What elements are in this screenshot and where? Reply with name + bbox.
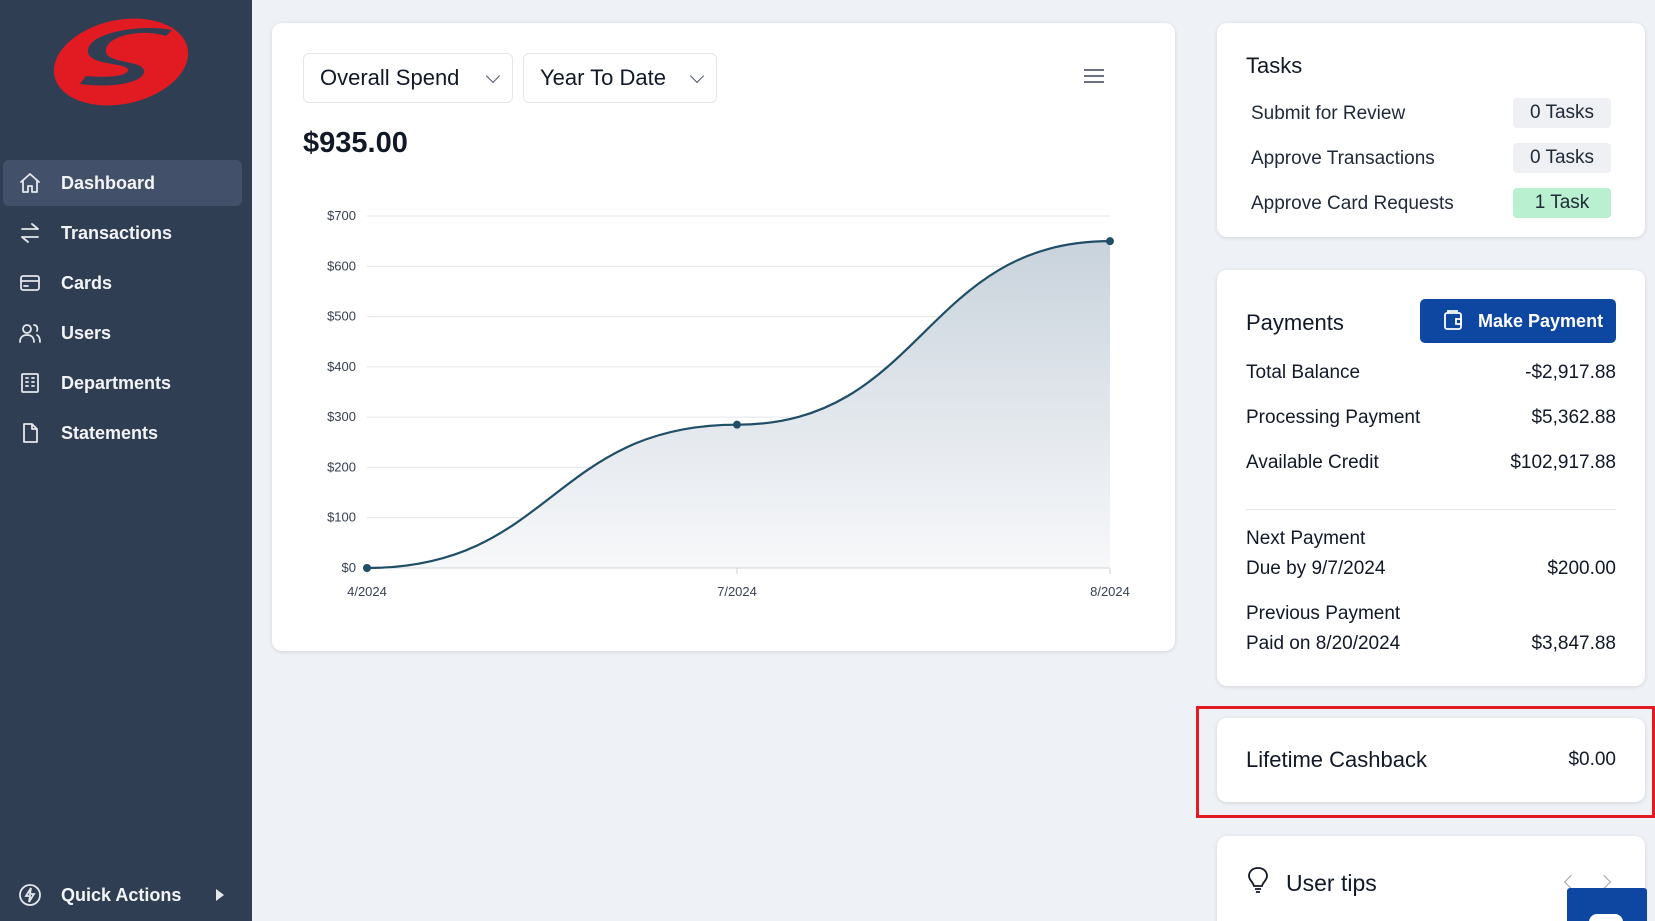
- y-tick-label: $400: [327, 359, 356, 374]
- sidebar-item-users[interactable]: Users: [3, 310, 242, 356]
- y-tick-label: $500: [327, 309, 356, 324]
- cashback-label: Lifetime Cashback: [1246, 747, 1427, 772]
- sidebar-item-label: Transactions: [61, 222, 173, 243]
- available-credit-label: Available Credit: [1246, 452, 1379, 473]
- previous-payment-amount: $3,847.88: [1531, 633, 1616, 654]
- lightbulb-icon: [1246, 866, 1270, 896]
- brand-logo[interactable]: [46, 14, 196, 110]
- arrows-exchange-icon: [17, 220, 43, 246]
- data-point: [363, 564, 371, 572]
- chart-menu-icon[interactable]: [1084, 69, 1106, 85]
- chevron-right-icon[interactable]: [1596, 874, 1612, 890]
- cashback-value: $0.00: [1568, 749, 1616, 770]
- sidebar-item-label: Users: [61, 322, 112, 343]
- period-select[interactable]: Year To Date: [523, 53, 717, 103]
- task-label: Approve Card Requests: [1251, 193, 1454, 214]
- tasks-title: Tasks: [1246, 53, 1303, 78]
- sidebar-nav: Dashboard Transactions Cards Users Depar…: [0, 160, 252, 460]
- available-credit-value: $102,917.88: [1510, 452, 1616, 473]
- next-payment-label: Next Payment: [1246, 528, 1366, 549]
- cashback-card: Lifetime Cashback $0.00: [1217, 718, 1645, 802]
- chevron-down-icon: [689, 68, 705, 84]
- previous-payment-label: Previous Payment: [1246, 603, 1401, 624]
- tasks-card: Tasks Submit for Review 0 Tasks Approve …: [1217, 23, 1645, 237]
- total-balance-label: Total Balance: [1246, 362, 1361, 383]
- task-label: Approve Transactions: [1251, 148, 1435, 169]
- next-payment-amount: $200.00: [1547, 558, 1616, 579]
- task-row-approve-card-requests[interactable]: Approve Card Requests 1 Task: [1251, 188, 1611, 220]
- sidebar-item-label: Statements: [61, 422, 159, 443]
- task-row-submit-review[interactable]: Submit for Review 0 Tasks: [1251, 98, 1611, 130]
- task-row-approve-transactions[interactable]: Approve Transactions 0 Tasks: [1251, 143, 1611, 175]
- task-count-badge: 0 Tasks: [1513, 98, 1611, 128]
- metric-select-value: Overall Spend: [320, 65, 460, 90]
- period-select-value: Year To Date: [540, 65, 666, 90]
- y-tick-label: $0: [342, 560, 356, 575]
- document-icon: [17, 420, 43, 446]
- make-payment-label: Make Payment: [1478, 310, 1604, 331]
- payments-card: Payments Make Payment Total Balance -$2,…: [1217, 270, 1645, 686]
- quick-actions-button[interactable]: Quick Actions: [3, 872, 242, 918]
- sidebar-item-departments[interactable]: Departments: [3, 360, 242, 406]
- task-count-badge: 0 Tasks: [1513, 143, 1611, 173]
- next-payment-row: Due by 9/7/2024 $200.00: [1246, 558, 1616, 580]
- series-area: [367, 241, 1110, 568]
- make-payment-button[interactable]: Make Payment: [1420, 299, 1616, 343]
- spend-total: $935.00: [303, 127, 408, 159]
- users-icon: [17, 320, 43, 346]
- y-tick-label: $300: [327, 409, 356, 424]
- lightning-icon: [17, 882, 43, 908]
- building-icon: [17, 370, 43, 396]
- sidebar-item-cards[interactable]: Cards: [3, 260, 242, 306]
- quick-actions-label: Quick Actions: [61, 884, 182, 905]
- x-tick-label: 7/2024: [717, 584, 757, 599]
- y-tick-label: $100: [327, 510, 356, 525]
- sidebar-item-dashboard[interactable]: Dashboard: [3, 160, 242, 206]
- divider: [1246, 509, 1616, 510]
- next-payment-due: Due by 9/7/2024: [1246, 558, 1386, 579]
- wallet-icon: [1444, 310, 1462, 330]
- task-count-badge: 1 Task: [1513, 188, 1611, 218]
- x-tick-label: 4/2024: [347, 584, 387, 599]
- sidebar: Dashboard Transactions Cards Users Depar…: [0, 0, 252, 921]
- chat-widget-button[interactable]: [1567, 888, 1647, 921]
- processing-payment-label: Processing Payment: [1246, 407, 1421, 428]
- user-tips-title: User tips: [1286, 870, 1377, 896]
- spend-chart: $0 $100 $200 $300 $400 $500 $600 $700 4/2024 7/20…: [327, 208, 1130, 599]
- processing-payment-row: Processing Payment $5,362.88: [1246, 407, 1616, 429]
- total-balance-value: -$2,917.88: [1525, 362, 1616, 383]
- sidebar-item-label: Dashboard: [61, 172, 156, 193]
- y-tick-label: $600: [327, 258, 356, 273]
- y-tick-label: $700: [327, 208, 356, 223]
- processing-payment-value: $5,362.88: [1531, 407, 1616, 428]
- metric-select[interactable]: Overall Spend: [303, 53, 513, 103]
- spend-card: Overall Spend Year To Date $935.00 $0 $10…: [272, 23, 1175, 651]
- previous-payment-paid: Paid on 8/20/2024: [1246, 633, 1401, 654]
- total-balance-row: Total Balance -$2,917.88: [1246, 362, 1616, 384]
- x-tick-label: 8/2024: [1090, 584, 1130, 599]
- sidebar-item-transactions[interactable]: Transactions: [3, 210, 242, 256]
- data-point: [733, 420, 741, 429]
- home-icon: [17, 170, 43, 196]
- caret-right-icon: [216, 889, 224, 901]
- sidebar-item-label: Cards: [61, 272, 113, 293]
- previous-payment-row: Paid on 8/20/2024 $3,847.88: [1246, 633, 1616, 655]
- sidebar-item-label: Departments: [61, 372, 172, 393]
- chevron-down-icon: [485, 68, 501, 84]
- available-credit-row: Available Credit $102,917.88: [1246, 452, 1616, 474]
- payments-title: Payments: [1246, 310, 1344, 335]
- chevron-left-icon[interactable]: [1563, 874, 1579, 890]
- sidebar-item-statements[interactable]: Statements: [3, 410, 242, 456]
- y-tick-label: $200: [327, 459, 356, 474]
- task-label: Submit for Review: [1251, 103, 1406, 124]
- data-point: [1106, 237, 1114, 246]
- credit-card-icon: [17, 270, 43, 296]
